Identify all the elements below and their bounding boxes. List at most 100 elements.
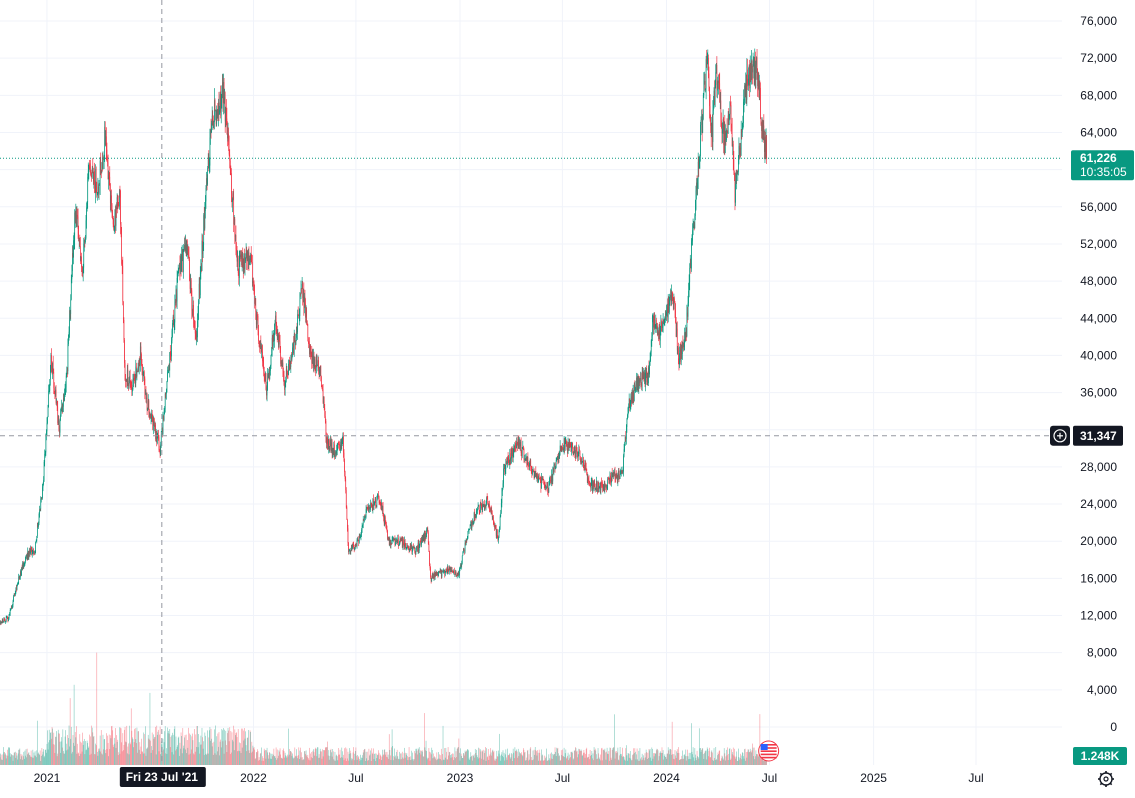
volume-bar — [545, 756, 547, 765]
volume-bar — [324, 747, 326, 765]
candle-body — [361, 525, 363, 530]
candle-body — [612, 476, 614, 478]
volume-bar — [55, 736, 56, 765]
volume-bar — [571, 752, 572, 765]
volume-bar — [231, 752, 232, 765]
volume-bar — [20, 753, 22, 765]
volume-bar — [66, 735, 68, 765]
candle-body — [623, 449, 625, 456]
candle-body — [694, 215, 696, 229]
candle-body — [115, 209, 116, 226]
candle-body — [483, 504, 485, 506]
candle-body — [701, 119, 703, 133]
candle-body — [172, 323, 173, 331]
candle-body — [227, 127, 228, 139]
volume-bar — [524, 751, 526, 765]
volume-bar — [392, 746, 394, 765]
candle-body — [116, 197, 118, 210]
plus-circle-icon[interactable] — [1050, 425, 1070, 446]
candle-body — [160, 444, 162, 455]
candle-body — [452, 570, 453, 573]
volume-bar — [296, 755, 298, 765]
candle-body — [212, 121, 214, 123]
gear-icon[interactable] — [1098, 771, 1114, 787]
volume-bar — [155, 754, 157, 765]
volume-bar — [229, 727, 231, 765]
candle-body — [620, 470, 622, 474]
volume-bar — [173, 754, 175, 765]
candle-body — [25, 556, 26, 562]
candle-body — [456, 575, 458, 577]
candle-body — [566, 441, 567, 443]
candle-body — [20, 572, 21, 577]
volume-bar — [668, 750, 670, 765]
candle-body — [315, 359, 317, 373]
volume-bar — [491, 755, 493, 765]
volume-bar — [103, 739, 105, 765]
candle-body — [66, 370, 68, 376]
candle-body — [237, 258, 239, 273]
candle-body — [550, 480, 552, 482]
candle-body — [664, 319, 666, 323]
volume-bar — [220, 747, 222, 765]
candle-body — [300, 288, 302, 295]
volume-bar — [453, 757, 455, 765]
volume-bar — [699, 748, 701, 765]
volume-bar — [51, 738, 52, 765]
volume-bar — [576, 750, 578, 765]
volume-bar — [666, 758, 667, 765]
volume-bar — [635, 759, 637, 765]
volume-bar — [233, 750, 235, 765]
x-axis[interactable]: 2021 2022 Jul 2023 Jul 2024 Jul 2025 Jul — [34, 771, 984, 785]
volume-bar — [249, 730, 251, 765]
candle-body — [569, 443, 571, 445]
candle-body — [69, 310, 70, 332]
y-axis[interactable]: 04,0008,00012,00016,00020,00024,00028,00… — [1080, 14, 1117, 734]
volume-bar — [434, 757, 436, 765]
candle-body — [624, 436, 626, 446]
candle-body — [328, 440, 330, 449]
candle-body — [313, 356, 314, 366]
candle-body — [477, 506, 479, 510]
volume-bar — [657, 750, 659, 765]
candle-body — [517, 439, 519, 447]
candle-body — [239, 255, 241, 259]
candle-body — [581, 461, 582, 463]
volume-bar — [293, 758, 294, 765]
candle-body — [165, 393, 167, 395]
volume-bar — [438, 752, 439, 765]
candle-body — [398, 545, 400, 546]
volume-bar — [592, 758, 593, 765]
candle-body — [207, 168, 208, 184]
volume-bar — [637, 759, 639, 765]
volume-bar — [684, 754, 685, 765]
volume-bar — [695, 754, 696, 765]
y-tick-label: 28,000 — [1080, 460, 1117, 474]
candle-body — [182, 253, 184, 273]
volume-bar — [648, 749, 650, 765]
volume-bar — [482, 751, 483, 765]
candle-body — [598, 487, 600, 490]
volume-bar — [153, 738, 155, 765]
candle-body — [510, 458, 512, 462]
volume-bar — [405, 752, 407, 765]
candle-body — [17, 581, 19, 584]
volume-bar — [115, 747, 117, 765]
candle-body — [559, 451, 560, 459]
volume-bar — [691, 723, 692, 765]
y-tick-label: 72,000 — [1080, 51, 1117, 65]
volume-bar — [98, 748, 99, 765]
candle-body — [276, 326, 278, 332]
volume-bar — [44, 755, 46, 765]
candle-body — [22, 562, 23, 569]
candle-body — [611, 472, 613, 477]
volume-bar — [269, 752, 271, 765]
candle-body — [722, 129, 723, 134]
volume-bar — [366, 758, 367, 765]
volume-bar — [698, 728, 700, 765]
candle-body — [294, 341, 296, 345]
candle-body — [609, 475, 611, 482]
volume-bar — [646, 752, 648, 765]
